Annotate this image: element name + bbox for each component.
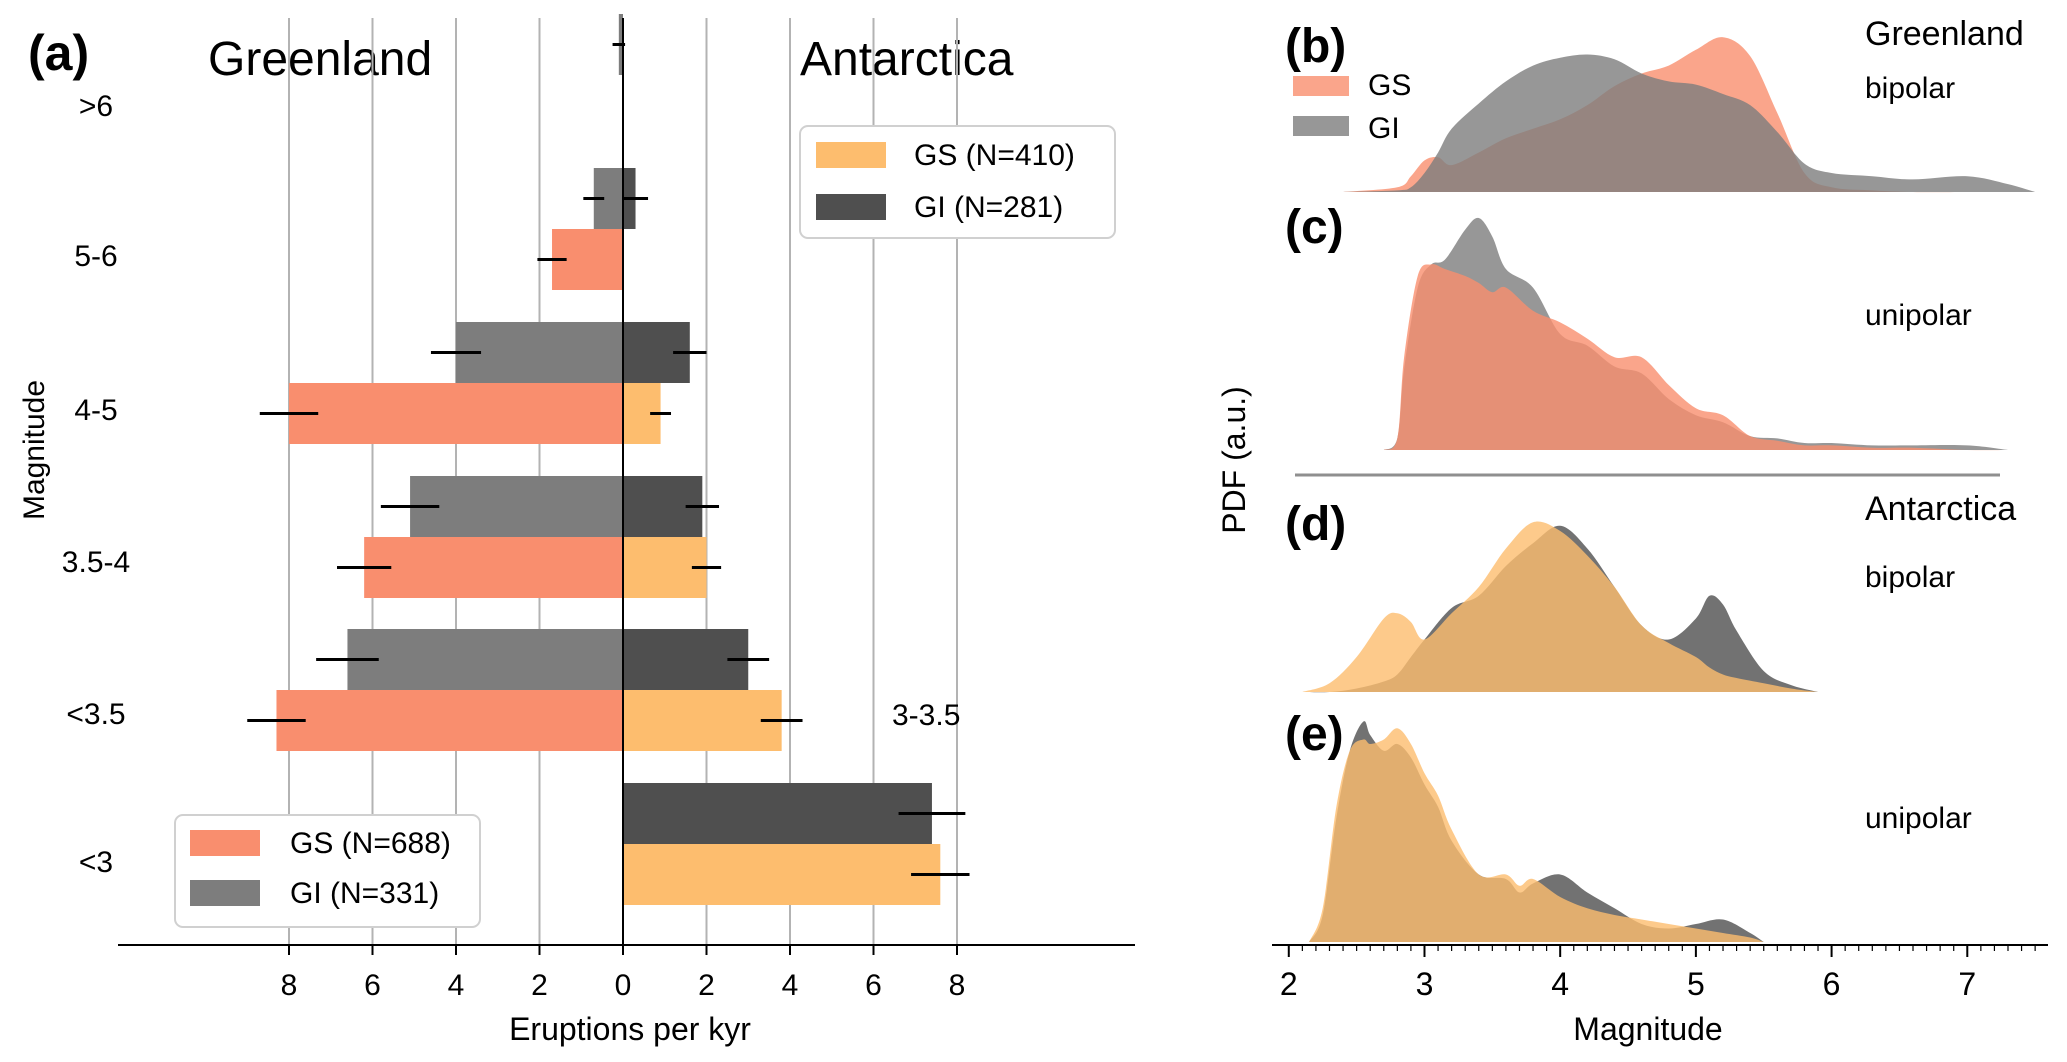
panel-b-region: Greenland [1865,15,2024,53]
density-area-gs-antarctica-bipolar [1302,521,1818,692]
legend-swatch-gs-antarctica [816,142,886,168]
panel-d-tag: (d) [1285,498,1346,551]
panel-c-tag: (c) [1285,201,1344,254]
panel-c-type: unipolar [1865,299,1972,332]
x-axis-ticks: 8 6 4 2 0 2 4 6 8 [281,945,966,1002]
antarctica-label: Antarctica [800,33,1014,86]
x-tick-label: 2 [698,969,715,1002]
magnitude-label-gt6: >6 [79,90,113,123]
greenland-label: Greenland [208,33,432,86]
legend-label-gs-density: GS [1368,69,1411,102]
density-area-gi-greenland-bipolar [1343,54,2036,192]
error-bar-group [247,43,970,876]
x-tick-label: 6 [865,969,882,1002]
legend-swatch-gi-density [1293,116,1349,136]
panel-d-type: bipolar [1865,561,1955,594]
x-tick-label: 8 [949,969,966,1002]
density-area-gs-antarctica-unipolar [1309,728,1764,942]
legend-label-gs-antarctica: GS (N=410) [914,139,1075,172]
panel-a-tag: (a) [28,25,89,81]
density-area-gs-greenland-unipolar [1383,264,2008,451]
magnitude-label-5-6: 5-6 [74,240,117,273]
panel-b-type: bipolar [1865,72,1955,105]
magnitude-label-3.5-4: 3.5-4 [62,546,130,579]
panel-d-region: Antarctica [1865,490,2016,528]
x-tick-label: 0 [615,969,632,1002]
panel-e-type: unipolar [1865,802,1972,835]
density-x-tick-label: 7 [1958,966,1976,1002]
legend-label-gi-antarctica: GI (N=281) [914,191,1063,224]
bar-gi-greenland [347,629,623,690]
legend-swatch-gi-antarctica [816,194,886,220]
bar-gi-greenland [456,322,623,383]
y-axis-label-magnitude: Magnitude [18,380,51,520]
x-tick-label: 4 [782,969,799,1002]
bar-gs-greenland [289,383,623,444]
panel-b-tag: (b) [1285,20,1346,73]
legend-swatch-gs-density [1293,76,1349,96]
bar-gi-greenland [410,476,623,537]
density-x-axis-ticks: 2 3 4 5 6 7 [1280,945,2036,1002]
magnitude-label-lt3.5: <3.5 [66,698,125,731]
legend-greenland: GS (N=688) GI (N=331) [174,814,481,928]
legend-label-gi-density: GI [1368,112,1400,145]
density-x-tick-label: 3 [1416,966,1434,1002]
x-tick-label: 6 [364,969,381,1002]
inline-label-3-3.5: 3-3.5 [892,699,960,732]
bar-gs-greenland [276,690,623,751]
density-x-tick-label: 6 [1823,966,1841,1002]
density-x-label: Magnitude [1573,1011,1722,1047]
bar-gi-antarctica [623,783,932,844]
x-tick-label: 4 [448,969,465,1002]
legend-density: GS GI [1293,69,1411,145]
x-tick-label: 8 [281,969,298,1002]
panel-e-tag: (e) [1285,708,1344,761]
magnitude-label-4-5: 4-5 [74,394,117,427]
legend-swatch-gs-greenland [190,830,260,856]
density-area-group [1302,37,2036,942]
legend-swatch-gi-greenland [190,880,260,906]
x-tick-label: 2 [531,969,548,1002]
density-x-tick-label: 2 [1280,966,1298,1002]
bar-gs-antarctica [623,690,782,751]
bar-gs-greenland [364,537,623,598]
legend-label-gi-greenland: GI (N=331) [290,877,439,910]
x-axis-label-eruptions: Eruptions per kyr [509,1011,751,1047]
density-y-label: PDF (a.u.) [1216,386,1252,534]
density-x-tick-label: 4 [1551,966,1569,1002]
density-x-tick-label: 5 [1687,966,1705,1002]
bar-gs-antarctica [623,844,941,905]
legend-label-gs-greenland: GS (N=688) [290,827,451,860]
bar-group [276,14,941,905]
legend-antarctica: GS (N=410) GI (N=281) [799,125,1116,239]
magnitude-label-lt3: <3 [79,846,113,879]
